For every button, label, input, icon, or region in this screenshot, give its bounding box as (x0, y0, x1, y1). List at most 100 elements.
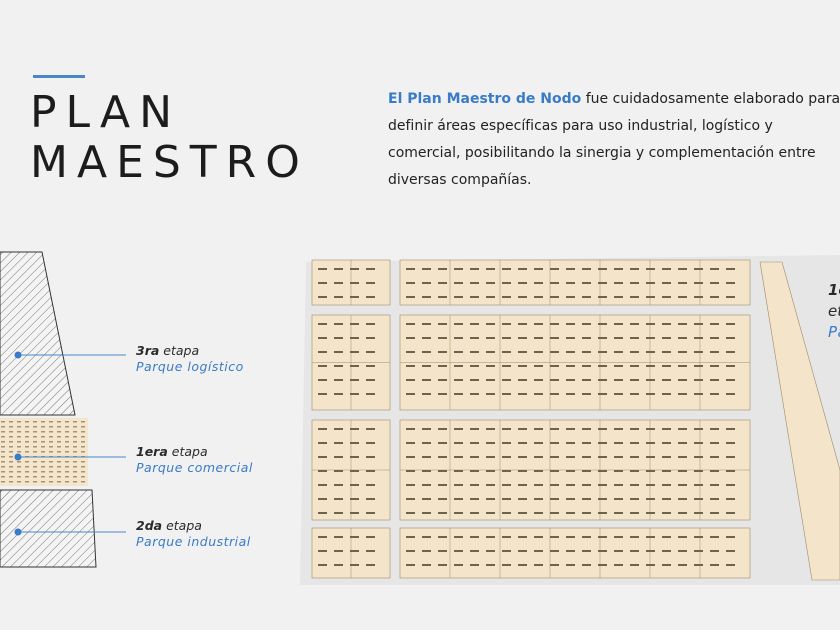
lot-text (534, 442, 543, 444)
lot-text (318, 536, 327, 538)
lot-text (582, 442, 591, 444)
lot-text (486, 428, 495, 430)
lot-text (518, 484, 527, 486)
lot-text (710, 296, 719, 298)
lot-text (678, 484, 687, 486)
lot-text (550, 512, 559, 514)
stage-number: 3ra (136, 343, 160, 358)
site-block (759, 261, 840, 581)
lot-text (726, 428, 735, 430)
lot-text (678, 512, 687, 514)
stage-number: 2da (136, 518, 163, 533)
lot-text (678, 282, 687, 284)
lot-text (422, 484, 431, 486)
lot-text (406, 337, 415, 339)
lot-text (694, 498, 703, 500)
lot-text (350, 296, 359, 298)
lot-text (350, 393, 359, 395)
lot-text (662, 379, 671, 381)
lot-text (366, 337, 375, 339)
lot-text (534, 498, 543, 500)
lot-text (502, 282, 511, 284)
lot-text (662, 323, 671, 325)
lot-text (550, 498, 559, 500)
lot-text (422, 470, 431, 472)
lot-text (334, 323, 343, 325)
lot-text (454, 564, 463, 566)
lot-text (454, 550, 463, 552)
lot-text (630, 351, 639, 353)
lot-text (518, 393, 527, 395)
stage-label: 2da etapa Parque industrial (136, 518, 251, 550)
lot-text (366, 456, 375, 458)
lot-text (646, 442, 655, 444)
lot-text (438, 470, 447, 472)
lot-text (630, 393, 639, 395)
lot-text (598, 442, 607, 444)
lot-text (454, 323, 463, 325)
lot-text (406, 484, 415, 486)
lot-text (366, 564, 375, 566)
stage-block (0, 489, 97, 568)
lot-text (678, 428, 687, 430)
lot-text (470, 379, 479, 381)
lot-text (502, 296, 511, 298)
lot-text (694, 536, 703, 538)
stage-number: 1era (828, 281, 840, 299)
lot-text (366, 484, 375, 486)
lot-text (710, 484, 719, 486)
lot-text (502, 442, 511, 444)
lot-text (694, 393, 703, 395)
lot-text (598, 393, 607, 395)
lot-text (630, 470, 639, 472)
lot-text (550, 379, 559, 381)
lot-text (406, 351, 415, 353)
lot-text (518, 456, 527, 458)
lot-text (662, 536, 671, 538)
lot-text (726, 337, 735, 339)
lot-text (518, 351, 527, 353)
lot-text (582, 393, 591, 395)
lot-text (662, 393, 671, 395)
lot-text (470, 456, 479, 458)
lot-text (614, 296, 623, 298)
lot-text (318, 484, 327, 486)
lot-text (678, 296, 687, 298)
lot-text (422, 337, 431, 339)
lot-text (502, 536, 511, 538)
lot-text (614, 393, 623, 395)
lot-text (502, 564, 511, 566)
lot-text (454, 512, 463, 514)
lot-text (422, 550, 431, 552)
lot-text (550, 268, 559, 270)
lot-text (662, 296, 671, 298)
lot-text (502, 456, 511, 458)
lot-text (566, 550, 575, 552)
lot-text (678, 268, 687, 270)
lot-text (614, 337, 623, 339)
lot-text (630, 484, 639, 486)
lot-text (534, 564, 543, 566)
lot-text (366, 351, 375, 353)
lot-text (566, 564, 575, 566)
lot-text (438, 268, 447, 270)
lot-text (318, 282, 327, 284)
lot-text (486, 484, 495, 486)
lot-text (598, 428, 607, 430)
lot-text (486, 512, 495, 514)
lot-text (662, 365, 671, 367)
lot-text (646, 456, 655, 458)
lot-text (438, 536, 447, 538)
lot-text (422, 393, 431, 395)
lot-text (406, 564, 415, 566)
lot-text (662, 428, 671, 430)
lot-text (334, 282, 343, 284)
title-line: PLAN (30, 87, 182, 138)
lot-text (710, 337, 719, 339)
lot-text (438, 323, 447, 325)
stage-block (0, 418, 88, 486)
lot-text (614, 550, 623, 552)
lot-text (366, 498, 375, 500)
lot-text (438, 564, 447, 566)
lot-text (630, 365, 639, 367)
